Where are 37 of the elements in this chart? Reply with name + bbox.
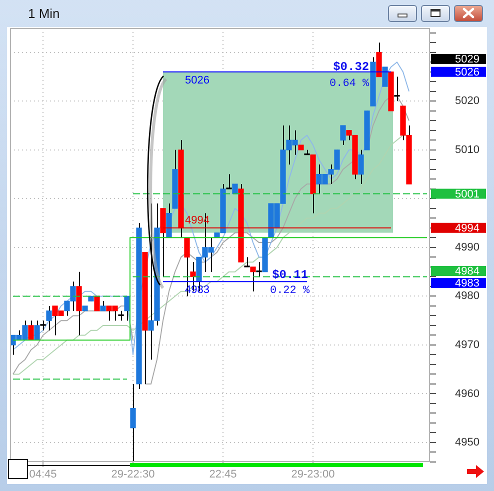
annotation: 0.22 % [270, 284, 310, 297]
x-tick-label: 29-22:30 [111, 468, 155, 481]
y-tick-label: 4990 [455, 241, 480, 254]
x-tick-label: 22:45 [209, 468, 237, 481]
text: 4984 [455, 266, 480, 278]
x-tick-label: 29-23:00 [291, 468, 335, 481]
candlestick [100, 300, 106, 312]
data-label: 5026 [185, 74, 210, 86]
y-tick-label: 4970 [455, 339, 480, 351]
candlestick [130, 383, 136, 462]
annotation: $0.32 [333, 60, 370, 74]
annotation: 0.64 % [329, 78, 370, 90]
text: 5001 [455, 188, 480, 200]
text: 5026 [455, 66, 480, 78]
y-tick-label: 5010 [455, 144, 480, 156]
candlestick [94, 296, 100, 312]
text: 5029 [455, 54, 480, 66]
y-tick-label: 4950 [455, 436, 480, 449]
y-tick-label: 4980 [455, 290, 480, 302]
candlestick [256, 262, 262, 278]
y-tick-label: 5020 [455, 95, 480, 108]
candlestick [40, 320, 46, 331]
candlestick [226, 174, 232, 190]
text: 4983 [455, 278, 480, 290]
x-tick-label: 04:45 [29, 468, 57, 481]
candlestick [124, 296, 130, 322]
candlestick [358, 149, 364, 185]
y-tick-label: 4960 [455, 388, 480, 400]
chart-title: 1 Min [28, 6, 60, 22]
candlestick [118, 310, 124, 322]
candlestick [244, 256, 250, 268]
candlestick [382, 66, 388, 87]
candlestick [46, 305, 52, 331]
text: 4994 [455, 222, 480, 234]
candlestick [340, 125, 346, 146]
candlestick [394, 76, 400, 102]
candlestick [28, 320, 34, 341]
